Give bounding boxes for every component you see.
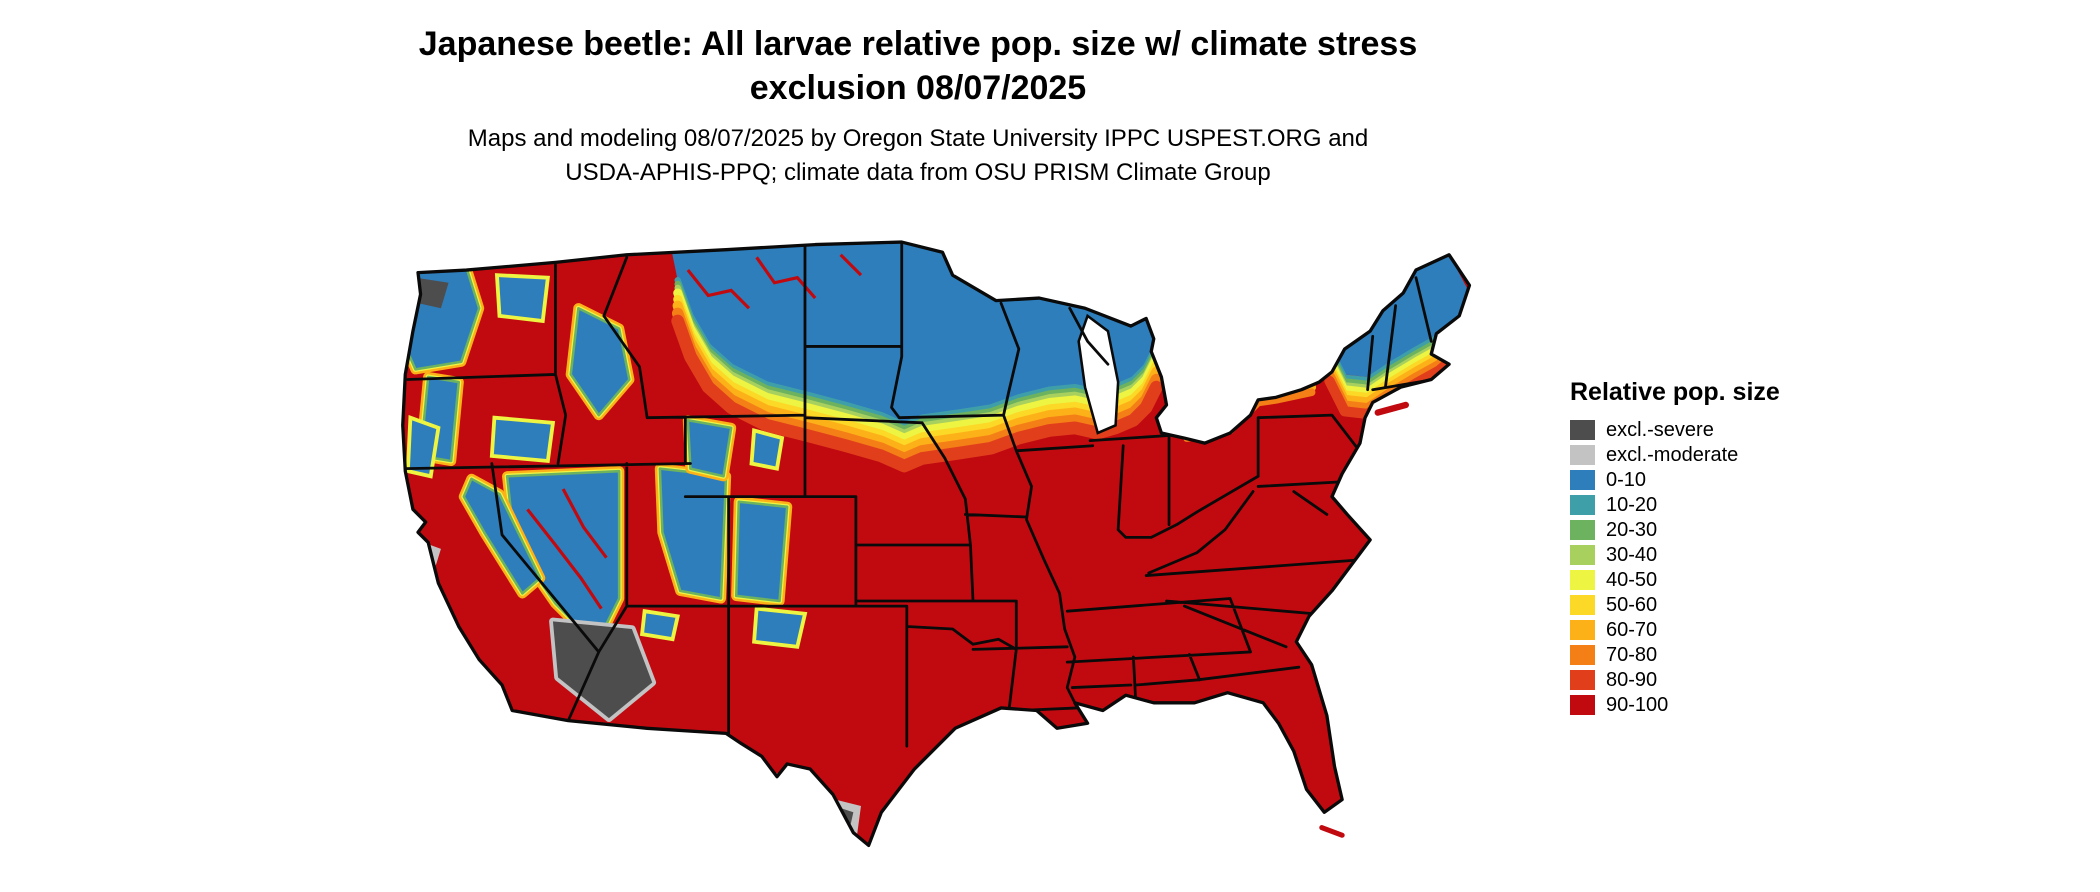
region-bighorn [749,427,785,471]
lake-michigan [1077,313,1120,435]
legend-swatch [1570,594,1595,615]
legend-swatch [1570,419,1595,440]
region-colorado-rockies [731,496,793,607]
region-olympics-excl-severe [415,277,449,309]
legend: Relative pop. size excl.-severe excl.-mod… [1570,378,1780,717]
legend-item: excl.-moderate [1570,442,1780,467]
legend-item-label: 40-50 [1606,568,1658,591]
map-subtitle-line1: Maps and modeling 08/07/2025 by Oregon S… [467,125,1369,152]
legend-item: 30-40 [1570,542,1780,567]
legend-item: 20-30 [1570,517,1780,542]
legend-item: excl.-severe [1570,417,1780,442]
legend-swatch [1570,569,1595,590]
legend-item-label: 70-80 [1606,643,1658,666]
long-island [1374,401,1409,416]
legend-title: Relative pop. size [1570,378,1780,406]
legend-item-label: excl.-moderate [1606,443,1739,466]
map-subtitle: Maps and modeling 08/07/2025 by Oregon S… [468,122,1368,189]
legend-item-label: 0-10 [1606,468,1647,491]
legend-item-label: excl.-severe [1606,418,1714,441]
legend-item: 10-20 [1570,492,1780,517]
legend-item: 70-80 [1570,642,1780,667]
legend-swatch [1570,469,1595,490]
legend-swatch [1570,619,1595,640]
region-idaho-mountains [565,303,635,421]
legend-item-label: 10-20 [1606,493,1658,516]
region-norcal-coast [405,415,441,479]
map-title-line1: Japanese beetle: All larvae relative pop… [418,25,1418,63]
legend-item-label: 20-30 [1606,518,1658,541]
legend-item: 50-60 [1570,592,1780,617]
legend-item: 40-50 [1570,567,1780,592]
florida-keys [1319,825,1345,838]
us-map [306,224,1528,880]
region-se-oregon [489,415,556,464]
region-ne-washington [494,273,550,324]
legend-item: 80-90 [1570,667,1780,692]
map-title: Japanese beetle: All larvae relative pop… [419,22,1417,110]
legend-swatch [1570,644,1595,665]
legend-swatch [1570,494,1595,515]
legend-item-label: 30-40 [1606,543,1658,566]
us-map-svg [401,240,1472,848]
us-outline [401,240,1472,848]
legend-swatch [1570,519,1595,540]
legend-item-label: 90-100 [1606,693,1669,716]
legend-item-label: 80-90 [1606,668,1658,691]
map-raster-layer [402,242,1470,846]
region-yellowstone [682,415,737,482]
legend-item: 60-70 [1570,617,1780,642]
state-borders [403,242,1436,748]
map-subtitle-line2: USDA-APHIS-PPQ; climate data from OSU PR… [565,158,1271,186]
region-arizona-excl-severe [549,617,657,722]
legend-swatch [1570,544,1595,565]
legend-item: 0-10 [1570,467,1780,492]
legend-swatch [1570,694,1595,715]
region-north-newmexico [752,606,808,649]
legend-item: 90-100 [1570,692,1780,717]
legend-item-label: 50-60 [1606,593,1658,616]
legend-swatch [1570,669,1595,690]
legend-item-label: 60-70 [1606,618,1658,641]
legend-items: excl.-severe excl.-moderate 0-10 10-20 20-30… [1570,417,1780,717]
region-north-arizona [639,609,680,642]
map-title-line2: exclusion 08/07/2025 [749,69,1087,108]
legend-swatch [1570,444,1595,465]
